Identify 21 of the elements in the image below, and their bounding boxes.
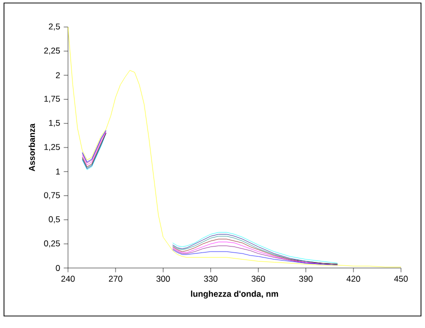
- y-tick-label: 0,75: [44, 192, 60, 200]
- y-tick-label: 1,25: [44, 144, 60, 151]
- x-tick-label: 450: [394, 276, 408, 282]
- y-tick-label: 1: [56, 168, 60, 175]
- y-axis-title: Assorbanza: [28, 123, 35, 172]
- x-tick-label: 330: [204, 276, 218, 282]
- x-tick-label: 420: [346, 276, 360, 282]
- y-tick-label: 0,5: [48, 216, 60, 224]
- x-tick-label: 360: [252, 276, 266, 282]
- y-tick-label: 2,5: [48, 24, 60, 30]
- y-tick-label: 2,25: [44, 48, 60, 55]
- y-tick-label: 0,25: [44, 240, 60, 248]
- y-tick-label: 1,75: [44, 96, 60, 103]
- x-tick-label: 240: [61, 276, 75, 282]
- x-tick-label: 270: [108, 276, 122, 282]
- x-axis-title: lunghezza d'onda, nm: [191, 290, 278, 299]
- y-tick-label: 2: [56, 72, 60, 78]
- y-tick-label: 0: [56, 265, 60, 271]
- x-tick-label: 390: [299, 276, 313, 282]
- y-tick-label: 1,5: [49, 120, 60, 127]
- x-tick-label: 300: [156, 276, 170, 282]
